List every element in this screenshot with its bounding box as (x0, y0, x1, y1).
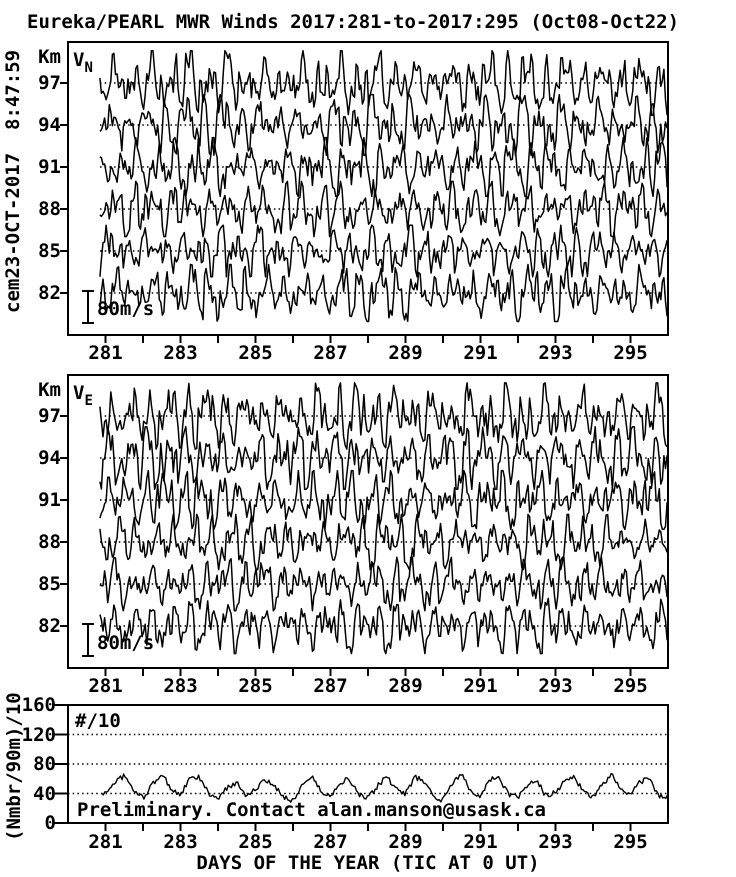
y-tick-label: 85 (38, 573, 61, 595)
y-tick-label: 82 (38, 615, 61, 637)
vn-panel-label-main: V (73, 49, 85, 71)
x-tick-label: 285 (238, 831, 273, 853)
x-tick-label: 285 (238, 675, 273, 697)
x-tick-label: 281 (88, 675, 123, 697)
y-tick-label: 160 (21, 694, 56, 716)
wind-trace-v_e-85km (99, 556, 668, 612)
y-tick-label: 82 (38, 282, 61, 304)
wind-trace-v_n-82km (99, 263, 668, 323)
y-tick-label: 91 (38, 156, 61, 178)
x-tick-label: 291 (463, 342, 498, 364)
y-tick-label: 97 (38, 72, 61, 94)
y-tick-label: 91 (38, 489, 61, 511)
vn-scalebar-label: 80m/s (97, 298, 155, 320)
x-tick-label: 287 (313, 675, 348, 697)
x-tick-label: 281 (88, 342, 123, 364)
x-tick-label: 295 (613, 675, 648, 697)
x-tick-label: 281 (88, 831, 123, 853)
x-axis-title: DAYS OF THE YEAR (TIC AT 0 UT) (196, 852, 540, 874)
ve-panel-label: VE (73, 382, 93, 412)
wind-trace-v_n-85km (99, 224, 668, 278)
counts-inner-label: #/10 (75, 710, 121, 732)
wind-trace-v_n-94km (99, 93, 668, 157)
preliminary-annotation: Preliminary. Contact alan.manson@usask.c… (77, 799, 546, 821)
vn-panel-label-sub: N (84, 60, 93, 76)
wind-trace-v_e-97km (99, 382, 668, 450)
y-tick-label: 40 (33, 782, 56, 805)
y-tick-label: 94 (38, 447, 61, 469)
ve-panel-label-sub: E (84, 393, 93, 409)
x-tick-label: 295 (613, 831, 648, 853)
y-tick-label: 88 (38, 531, 61, 553)
x-tick-label: 289 (388, 675, 423, 697)
x-tick-label: 289 (388, 342, 423, 364)
x-tick-label: 283 (163, 675, 198, 697)
y-tick-label: 80 (33, 753, 56, 775)
y-tick-label: 85 (38, 240, 61, 262)
x-tick-label: 291 (463, 675, 498, 697)
y-tick-label: 97 (38, 405, 61, 427)
y-tick-label: 0 (44, 812, 56, 834)
x-tick-label: 283 (163, 342, 198, 364)
x-tick-label: 293 (538, 675, 573, 697)
x-tick-label: 287 (313, 831, 348, 853)
y-tick-label: 120 (21, 723, 56, 746)
wind-trace-v_e-82km (99, 597, 668, 655)
y-tick-label: 94 (38, 114, 61, 136)
meteor-counts-trace (101, 772, 669, 803)
wind-trace-v_e-91km (99, 469, 668, 531)
wind-trace-v_n-91km (99, 136, 668, 198)
ve-panel-label-main: V (73, 382, 85, 404)
x-tick-label: 283 (163, 831, 198, 853)
x-tick-label: 289 (388, 831, 423, 853)
wind-trace-v_n-97km (99, 50, 668, 116)
wind-trace-v_e-94km (99, 425, 668, 491)
ve-y-unit-label: Km (38, 379, 61, 401)
x-tick-label: 293 (538, 342, 573, 364)
wind-trace-v_e-88km (99, 513, 668, 571)
x-tick-label: 285 (238, 342, 273, 364)
ve-scalebar-label: 80m/s (97, 632, 155, 654)
x-tick-label: 293 (538, 831, 573, 853)
vn-y-unit-label: Km (38, 46, 61, 68)
x-tick-label: 287 (313, 342, 348, 364)
x-tick-label: 295 (613, 342, 648, 364)
page-title: Eureka/PEARL MWR Winds 2017:281-to-2017:… (27, 11, 680, 33)
x-tick-label: 291 (463, 831, 498, 853)
wind-trace-v_n-88km (99, 180, 668, 238)
y-tick-label: 88 (38, 198, 61, 220)
vn-panel-label: VN (73, 49, 93, 79)
